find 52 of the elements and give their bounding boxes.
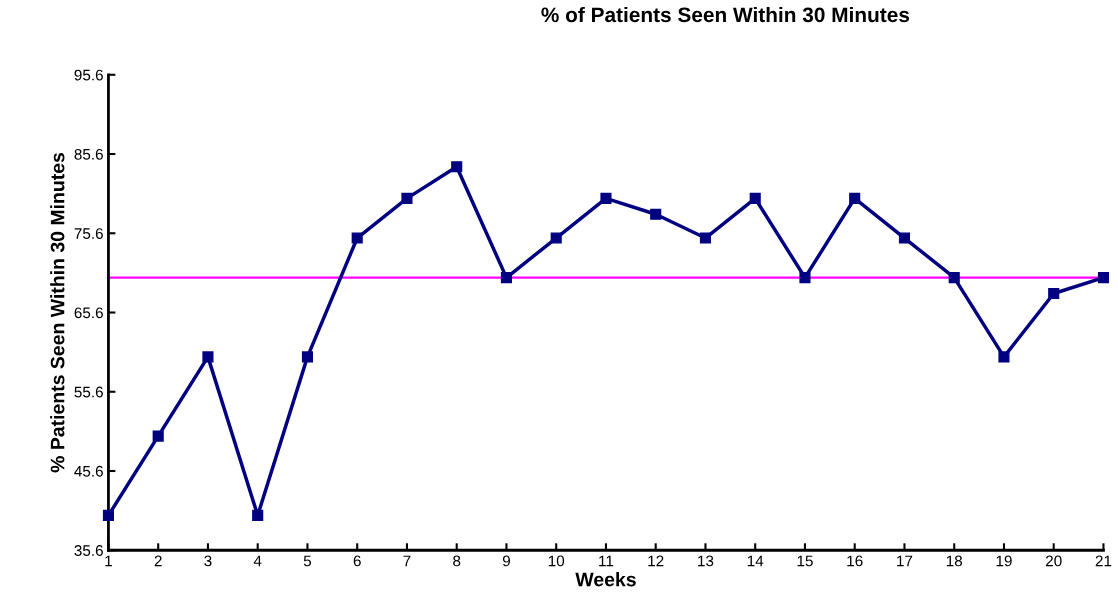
point (998, 351, 1010, 363)
point (849, 192, 861, 204)
x-tick-label: 1 (105, 555, 112, 567)
point (401, 192, 413, 204)
point (699, 232, 712, 244)
point (252, 509, 264, 521)
y-tick-label: 85.6 (74, 148, 103, 160)
x-axis-title: Weeks (575, 572, 636, 587)
x-tick-label: 8 (453, 555, 461, 567)
y-tick-label: 35.6 (74, 545, 103, 556)
point (749, 192, 761, 204)
x-tick-label: 21 (1095, 555, 1112, 567)
x-tick-label: 10 (548, 555, 565, 567)
point (898, 232, 911, 244)
x-tick-label: 12 (648, 555, 664, 567)
point (948, 272, 960, 284)
point (301, 351, 314, 363)
x-tick-label: 4 (253, 555, 262, 567)
point (202, 351, 214, 363)
x-tick-label: 2 (154, 555, 162, 567)
point (1097, 272, 1110, 284)
point (600, 192, 612, 204)
x-tick-label: 16 (847, 555, 863, 567)
point (550, 232, 562, 244)
x-tick-label: 15 (797, 555, 813, 567)
x-tick-label: 11 (599, 555, 614, 567)
point (1048, 287, 1060, 300)
point (351, 232, 363, 244)
x-tick-label: 13 (698, 555, 714, 567)
y-tick-label: 55.6 (74, 386, 103, 398)
y-tick-label: 75.6 (74, 228, 103, 239)
x-tick-label: 17 (897, 555, 913, 567)
y-axis-title: % Patients Seen Within 30 Minutes (50, 152, 65, 473)
point (650, 208, 662, 220)
x-tick-label: 20 (1045, 555, 1062, 567)
x-tick-label: 7 (403, 555, 411, 567)
x-tick-label: 14 (747, 555, 764, 567)
point (500, 272, 513, 284)
x-tick-label: 5 (303, 555, 312, 567)
y-tick-label: 45.6 (74, 465, 103, 477)
x-tick-label: 18 (946, 555, 963, 567)
point (451, 161, 463, 173)
chart-title: % of Patients Seen Within 30 Minutes (541, 6, 910, 23)
x-tick-label: 19 (996, 555, 1012, 567)
point (102, 509, 115, 521)
y-tick-label: 65.6 (74, 307, 103, 319)
x-tick-label: 9 (502, 555, 510, 567)
x-tick-label: 3 (204, 555, 212, 567)
point (152, 430, 164, 442)
point (799, 272, 811, 284)
y-tick-label: 95.6 (74, 69, 103, 81)
x-tick-label: 6 (353, 555, 361, 567)
